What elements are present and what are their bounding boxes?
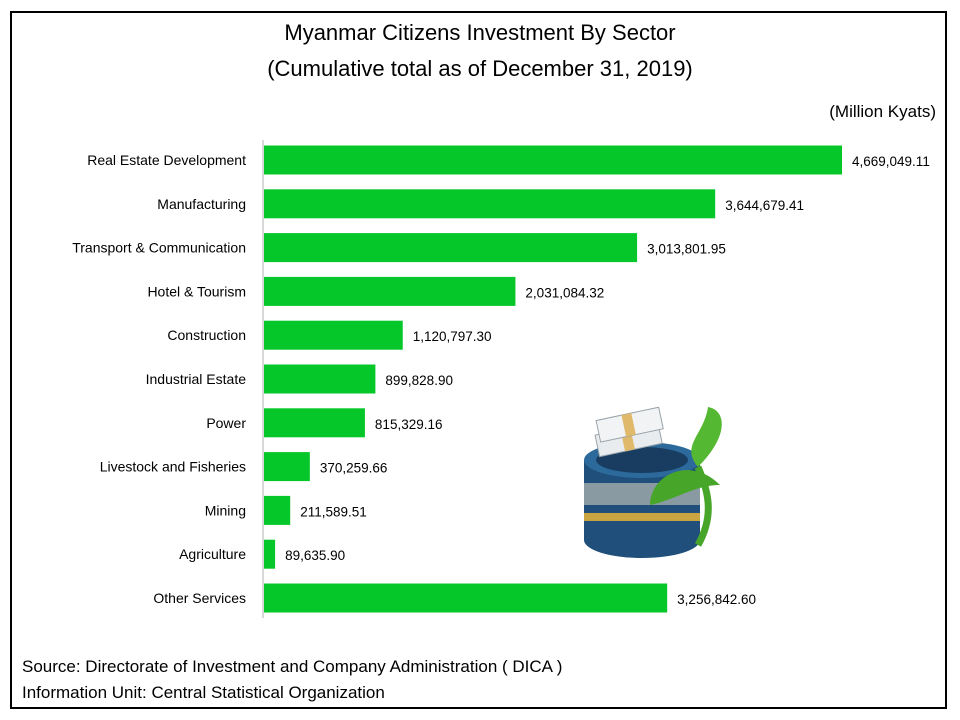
data-label: 89,635.90	[285, 548, 345, 563]
info-unit-note: Information Unit: Central Statistical Or…	[22, 683, 385, 702]
chart-title: Myanmar Citizens Investment By Sector	[284, 20, 676, 45]
data-label: 4,669,049.11	[852, 154, 930, 169]
bar	[264, 495, 291, 525]
bar	[264, 452, 310, 482]
bar	[264, 408, 365, 438]
bar	[264, 189, 716, 219]
category-label: Mining	[205, 502, 246, 518]
data-label: 815,329.16	[375, 417, 443, 432]
bar	[264, 364, 376, 394]
chart-frame	[10, 11, 947, 709]
category-label: Power	[206, 415, 246, 431]
data-label: 3,013,801.95	[647, 242, 726, 257]
data-label: 211,589.51	[300, 504, 367, 519]
category-label: Real Estate Development	[87, 152, 246, 168]
category-label: Construction	[167, 327, 246, 343]
bar	[264, 276, 516, 306]
category-label: Manufacturing	[157, 196, 246, 212]
data-label: 3,256,842.60	[677, 592, 756, 607]
source-note: Source: Directorate of Investment and Co…	[22, 657, 563, 676]
data-label: 2,031,084.32	[525, 285, 604, 300]
data-label: 370,259.66	[320, 461, 388, 476]
data-label: 1,120,797.30	[413, 329, 492, 344]
bar	[264, 233, 638, 263]
category-label: Transport & Communication	[72, 240, 246, 256]
unit-label: (Million Kyats)	[829, 102, 936, 121]
money-coin-stack-illustration	[584, 406, 722, 558]
data-label: 3,644,679.41	[725, 198, 804, 213]
category-label: Industrial Estate	[146, 371, 247, 387]
chart-subtitle: (Cumulative total as of December 31, 201…	[267, 56, 693, 81]
category-label: Hotel & Tourism	[147, 283, 246, 299]
bar	[264, 320, 403, 350]
category-label: Other Services	[153, 590, 246, 606]
bar	[264, 145, 842, 175]
category-label: Agriculture	[179, 546, 246, 562]
data-label: 899,828.90	[385, 373, 453, 388]
bar	[264, 583, 668, 613]
category-label: Livestock and Fisheries	[100, 459, 246, 475]
bar	[264, 539, 276, 569]
